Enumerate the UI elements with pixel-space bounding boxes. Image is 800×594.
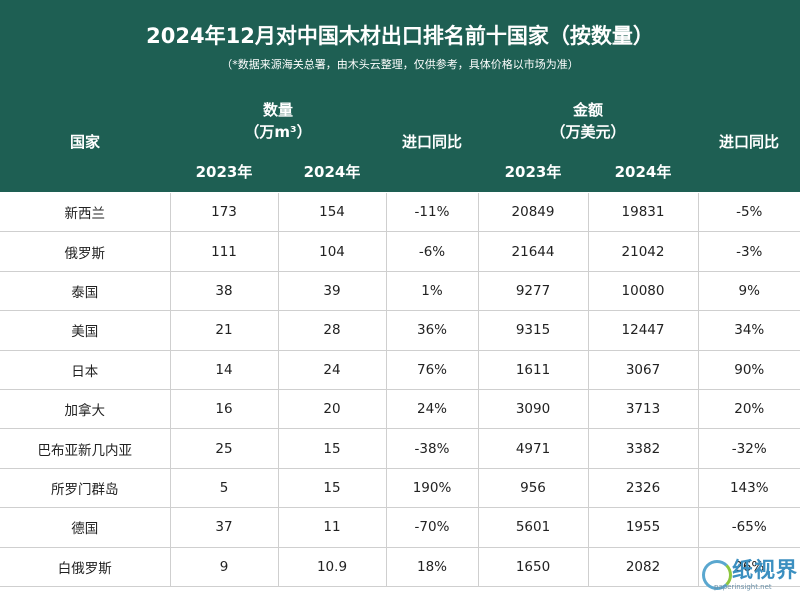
- col-header-volume: 数量: [262, 101, 293, 119]
- cell-value-2024: 3713: [588, 389, 699, 430]
- cell-value-2023: 1650: [478, 547, 589, 587]
- col-header-volume-2023: 2023年: [195, 163, 253, 181]
- cell-country: 巴布亚新几内亚: [0, 428, 171, 469]
- paper-insight-logo-icon: [702, 560, 732, 590]
- cell-volume-2024: 24: [278, 350, 387, 390]
- source-note: （*数据来源海关总署，由木头云整理，仅供参考，具体价格以市场为准）: [221, 58, 579, 71]
- cell-value-yoy: 9%: [698, 271, 800, 312]
- cell-value-yoy: -3%: [698, 231, 800, 272]
- cell-country: 俄罗斯: [0, 231, 171, 272]
- table-row: 泰国 38 39 1% 9277 10080 9%: [0, 271, 800, 312]
- cell-country: 加拿大: [0, 389, 171, 430]
- col-header-value-2023: 2023年: [504, 163, 562, 181]
- cell-country: 日本: [0, 350, 171, 390]
- table-row: 加拿大 16 20 24% 3090 3713 20%: [0, 389, 800, 430]
- cell-volume-2024: 104: [278, 231, 387, 272]
- cell-value-2024: 21042: [588, 231, 699, 272]
- cell-value-yoy: 20%: [698, 389, 800, 430]
- cell-volume-2023: 9: [170, 547, 279, 587]
- table-header: 2024年12月对中国木材出口排名前十国家（按数量） （*数据来源海关总署，由木…: [0, 0, 800, 192]
- col-header-value-unit: （万美元）: [550, 123, 626, 141]
- cell-volume-yoy: 190%: [386, 468, 479, 509]
- page-title: 2024年12月对中国木材出口排名前十国家（按数量）: [146, 24, 654, 48]
- cell-value-2024: 3382: [588, 428, 699, 469]
- cell-volume-2023: 25: [170, 428, 279, 469]
- cell-country: 新西兰: [0, 193, 171, 233]
- cell-volume-2023: 16: [170, 389, 279, 430]
- cell-volume-yoy: -70%: [386, 507, 479, 548]
- data-table: 新西兰 173 154 -11% 20849 19831 -5% 俄罗斯 111 104 -6% 21…: [0, 193, 800, 587]
- cell-volume-yoy: 36%: [386, 310, 479, 351]
- watermark: 纸视界 paperinsight.net: [702, 558, 798, 594]
- cell-volume-2024: 39: [278, 271, 387, 312]
- watermark-text: 纸视界: [732, 558, 798, 582]
- cell-value-2023: 5601: [478, 507, 589, 548]
- cell-value-yoy: -5%: [698, 193, 800, 233]
- cell-value-2024: 10080: [588, 271, 699, 312]
- cell-volume-2024: 20: [278, 389, 387, 430]
- col-header-country: 国家: [69, 133, 100, 151]
- cell-value-2024: 2326: [588, 468, 699, 509]
- cell-value-2024: 12447: [588, 310, 699, 351]
- table-row: 新西兰 173 154 -11% 20849 19831 -5%: [0, 193, 800, 233]
- cell-value-2023: 9315: [478, 310, 589, 351]
- cell-value-2024: 1955: [588, 507, 699, 548]
- cell-volume-2023: 173: [170, 193, 279, 233]
- cell-volume-yoy: 24%: [386, 389, 479, 430]
- cell-country: 美国: [0, 310, 171, 351]
- cell-value-yoy: -65%: [698, 507, 800, 548]
- cell-volume-2023: 111: [170, 231, 279, 272]
- watermark-url: paperinsight.net: [714, 583, 772, 591]
- cell-volume-yoy: -38%: [386, 428, 479, 469]
- cell-value-2023: 20849: [478, 193, 589, 233]
- col-header-volume-unit: （万m³）: [244, 123, 312, 141]
- cell-volume-2024: 15: [278, 468, 387, 509]
- col-header-volume-yoy: 进口同比: [401, 133, 462, 151]
- cell-volume-yoy: -6%: [386, 231, 479, 272]
- cell-value-yoy: 90%: [698, 350, 800, 390]
- cell-volume-2023: 21: [170, 310, 279, 351]
- cell-volume-2024: 15: [278, 428, 387, 469]
- table-row: 白俄罗斯 9 10.9 18% 1650 2082 26%: [0, 547, 800, 587]
- cell-country: 所罗门群岛: [0, 468, 171, 509]
- cell-value-yoy: -32%: [698, 428, 800, 469]
- cell-volume-2023: 38: [170, 271, 279, 312]
- cell-value-yoy: 143%: [698, 468, 800, 509]
- cell-value-2023: 21644: [478, 231, 589, 272]
- cell-volume-2024: 154: [278, 193, 387, 233]
- table-row: 美国 21 28 36% 9315 12447 34%: [0, 310, 800, 351]
- cell-country: 白俄罗斯: [0, 547, 171, 587]
- cell-volume-yoy: 1%: [386, 271, 479, 312]
- cell-country: 德国: [0, 507, 171, 548]
- cell-value-2023: 4971: [478, 428, 589, 469]
- col-header-value: 金额: [572, 101, 603, 119]
- cell-volume-yoy: 76%: [386, 350, 479, 390]
- cell-volume-2024: 11: [278, 507, 387, 548]
- table-row: 所罗门群岛 5 15 190% 956 2326 143%: [0, 468, 800, 509]
- cell-country: 泰国: [0, 271, 171, 312]
- cell-volume-2024: 10.9: [278, 547, 387, 587]
- cell-value-2023: 9277: [478, 271, 589, 312]
- cell-value-2023: 1611: [478, 350, 589, 390]
- table-row: 巴布亚新几内亚 25 15 -38% 4971 3382 -32%: [0, 428, 800, 469]
- table-row: 日本 14 24 76% 1611 3067 90%: [0, 350, 800, 390]
- cell-volume-2023: 37: [170, 507, 279, 548]
- cell-value-2024: 2082: [588, 547, 699, 587]
- cell-value-2023: 956: [478, 468, 589, 509]
- cell-value-2024: 3067: [588, 350, 699, 390]
- cell-volume-yoy: 18%: [386, 547, 479, 587]
- cell-volume-2024: 28: [278, 310, 387, 351]
- cell-value-2023: 3090: [478, 389, 589, 430]
- cell-value-yoy: 34%: [698, 310, 800, 351]
- col-header-volume-2024: 2024年: [303, 163, 361, 181]
- table-row: 德国 37 11 -70% 5601 1955 -65%: [0, 507, 800, 548]
- col-header-value-2024: 2024年: [614, 163, 672, 181]
- cell-volume-2023: 5: [170, 468, 279, 509]
- cell-value-2024: 19831: [588, 193, 699, 233]
- table-row: 俄罗斯 111 104 -6% 21644 21042 -3%: [0, 231, 800, 272]
- cell-volume-2023: 14: [170, 350, 279, 390]
- col-header-value-yoy: 进口同比: [718, 133, 779, 151]
- cell-volume-yoy: -11%: [386, 193, 479, 233]
